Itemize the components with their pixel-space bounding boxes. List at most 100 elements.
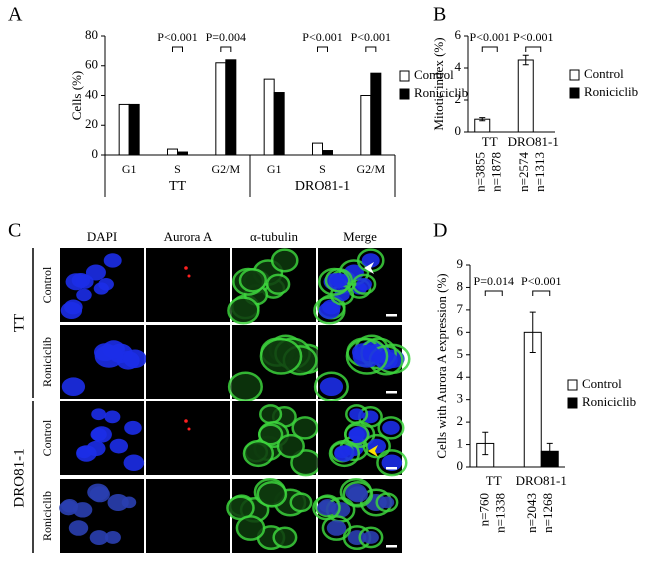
legend-swatch: [569, 87, 580, 99]
nucleus: [348, 427, 365, 442]
aurora-dot: [184, 266, 188, 270]
cell-outline: [242, 439, 275, 468]
y-tick-label: 7: [457, 301, 464, 316]
nucleus: [334, 445, 355, 462]
aurora-dot: [187, 274, 191, 278]
bar: [322, 150, 333, 156]
scale-bar: [386, 391, 397, 394]
cell-outline: [375, 492, 399, 513]
group-label: TT: [169, 179, 187, 194]
p-value: P<0.001: [513, 30, 553, 44]
cell-outline: [238, 268, 267, 293]
group-label: DRO81-1: [11, 448, 27, 507]
bar: [177, 151, 188, 156]
x-tick-label: DRO81-1: [508, 134, 559, 149]
nucleus: [318, 301, 341, 320]
x-tick-label: TT: [486, 473, 502, 488]
bar: [263, 78, 275, 156]
y-tick-label: 20: [85, 116, 98, 131]
y-tick-label: 80: [85, 27, 98, 42]
cell-outline: [272, 526, 298, 549]
legend-label: Control: [414, 67, 454, 82]
y-tick-label: 0: [455, 123, 462, 138]
column-label: Aurora A: [164, 229, 213, 244]
group-label: TT: [11, 314, 27, 332]
p-value: P=0.014: [474, 274, 514, 288]
y-tick-label: 6: [455, 27, 462, 42]
nucleus: [98, 277, 114, 291]
p-bracket: [484, 290, 503, 296]
legend-label: Roniciclib: [582, 394, 636, 409]
p-value: P<0.001: [470, 30, 510, 44]
y-tick-label: 60: [85, 57, 98, 72]
x-tick-label: S: [174, 162, 181, 176]
micro-image: [146, 325, 230, 399]
nucleus: [349, 408, 364, 421]
y-tick-label: 3: [457, 391, 464, 406]
legend-swatch: [567, 397, 578, 409]
nucleus: [72, 502, 93, 518]
nucleus: [329, 272, 349, 288]
cell-outline: [265, 273, 291, 295]
column-label: Merge: [343, 229, 377, 244]
cell-outline: [343, 423, 370, 446]
nucleus: [107, 493, 129, 511]
nucleus: [91, 408, 106, 421]
bar: [167, 148, 178, 156]
y-tick-label: 4: [455, 59, 462, 74]
nucleus: [89, 530, 109, 546]
p-value: P<0.001: [302, 30, 342, 44]
n-label: n=1268: [540, 493, 555, 533]
y-tick-label: 2: [455, 91, 462, 106]
nucleus: [124, 420, 142, 435]
legend-label: Roniciclib: [414, 85, 468, 100]
y-tick-label: 5: [457, 346, 464, 361]
legend-swatch: [399, 88, 410, 100]
x-tick-label: G1: [122, 162, 137, 176]
nucleus: [76, 288, 92, 302]
cell-outline: [321, 515, 352, 541]
arrowhead: [364, 262, 374, 274]
panel-letter: C: [8, 220, 21, 242]
y-tick-label: 1: [457, 436, 464, 451]
bar: [273, 92, 285, 156]
nucleus: [71, 272, 91, 288]
p-bracket: [220, 46, 232, 52]
bar: [312, 142, 323, 156]
y-tick-label: 0: [457, 458, 464, 473]
x-tick-label: G2/M: [211, 162, 240, 176]
y-axis-label: Mitotic index (%): [431, 37, 446, 130]
y-tick-label: 9: [457, 256, 464, 271]
cell-outline: [376, 449, 408, 477]
cell-outline: [358, 526, 384, 549]
error-bar: [522, 54, 529, 66]
error-bar: [482, 431, 489, 456]
n-label: n=1878: [489, 152, 504, 192]
cell-outline: [256, 480, 288, 508]
nucleus: [94, 344, 124, 368]
cell-outline: [289, 492, 313, 513]
x-tick-label: S: [319, 162, 326, 176]
cell-outline: [291, 416, 319, 440]
x-tick-label: G1: [267, 162, 282, 176]
cell-outline: [227, 371, 263, 402]
micro-image: [146, 401, 230, 475]
nucleus: [76, 445, 97, 462]
cell-outline: [313, 296, 346, 325]
p-bracket: [525, 46, 542, 52]
x-tick-label: G2/M: [356, 162, 385, 176]
cell-outline: [362, 433, 391, 459]
nucleus: [104, 531, 121, 544]
error-bar: [529, 311, 536, 354]
p-value: P=0.004: [206, 30, 246, 44]
bar: [360, 95, 372, 156]
panel-letter: A: [8, 4, 23, 26]
y-tick-label: 8: [457, 278, 464, 293]
cell-outline: [313, 371, 349, 402]
n-label: n=1338: [493, 493, 508, 533]
cell-outline: [328, 439, 361, 468]
p-bracket: [317, 46, 328, 52]
scale-bar: [386, 314, 397, 317]
legend-swatch: [569, 69, 580, 81]
